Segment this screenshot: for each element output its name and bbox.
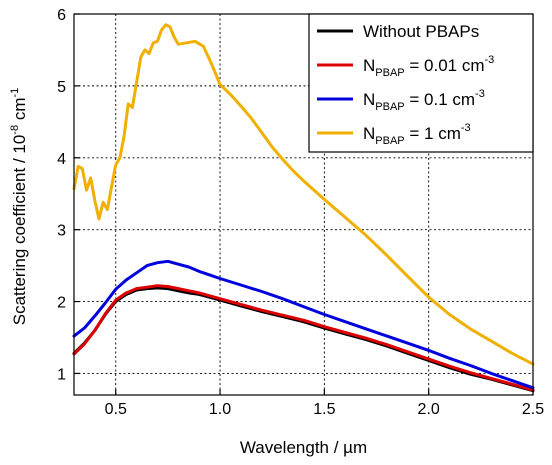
legend-entry-main: N bbox=[363, 90, 375, 109]
y-axis-title-unit-exponent: -1 bbox=[9, 88, 21, 98]
legend-entry-superscript: -3 bbox=[461, 122, 471, 134]
y-axis-title: Scattering coefficient / 10-8 cm-1 bbox=[9, 88, 29, 326]
legend-entry-text: = 0.1 cm bbox=[405, 90, 475, 109]
legend-entry-main: Without PBAPs bbox=[363, 22, 479, 41]
x-tick-label: 1.0 bbox=[209, 401, 231, 418]
series-line-2 bbox=[72, 259, 535, 390]
x-tick-label: 1.5 bbox=[313, 401, 335, 418]
legend-entry-text: = 1 cm bbox=[405, 124, 461, 143]
legend-entry-text: = 0.01 cm bbox=[405, 56, 485, 75]
legend-entry: NPBAP = 0.01 cm-3 bbox=[363, 54, 494, 79]
series-line-3 bbox=[72, 23, 535, 366]
legend-entry-subscript: PBAP bbox=[375, 101, 404, 113]
y-axis-title-main: Scattering coefficient / 10 bbox=[10, 135, 29, 326]
plot-frame bbox=[73, 13, 534, 396]
y-tick-label: 3 bbox=[57, 223, 66, 240]
legend-box bbox=[308, 13, 534, 153]
legend-entry: NPBAP = 0.1 cm-3 bbox=[363, 88, 485, 113]
y-tick-label: 4 bbox=[57, 151, 66, 168]
legend-entry: Without PBAPs bbox=[363, 22, 479, 41]
y-axis-title-exponent: -8 bbox=[9, 125, 21, 135]
y-tick-label: 1 bbox=[57, 366, 66, 383]
legend-entry-subscript: PBAP bbox=[375, 67, 404, 79]
y-tick-label: 6 bbox=[57, 7, 66, 24]
x-axis-title: Wavelength / µm bbox=[240, 438, 367, 457]
series-line-0 bbox=[72, 286, 535, 393]
y-tick-label: 2 bbox=[57, 295, 66, 312]
legend-entry: NPBAP = 1 cm-3 bbox=[363, 122, 471, 147]
x-tick-label: 2.0 bbox=[418, 401, 440, 418]
x-tick-label: 2.5 bbox=[522, 401, 544, 418]
series-line-1 bbox=[72, 284, 535, 392]
legend-entry-main: N bbox=[363, 56, 375, 75]
legend-entry-superscript: -3 bbox=[485, 54, 495, 66]
y-tick-label: 5 bbox=[57, 79, 66, 96]
legend-entry-main: N bbox=[363, 124, 375, 143]
y-axis-title-unit: cm bbox=[10, 98, 29, 125]
axis-ticks: 0.5 1.0 1.5 2.0 2.5 1 2 3 4 5 6 bbox=[57, 7, 544, 418]
series-lines bbox=[72, 23, 535, 393]
legend-entry-subscript: PBAP bbox=[375, 135, 404, 147]
x-tick-label: 0.5 bbox=[105, 401, 127, 418]
legend-entry-superscript: -3 bbox=[475, 88, 485, 100]
